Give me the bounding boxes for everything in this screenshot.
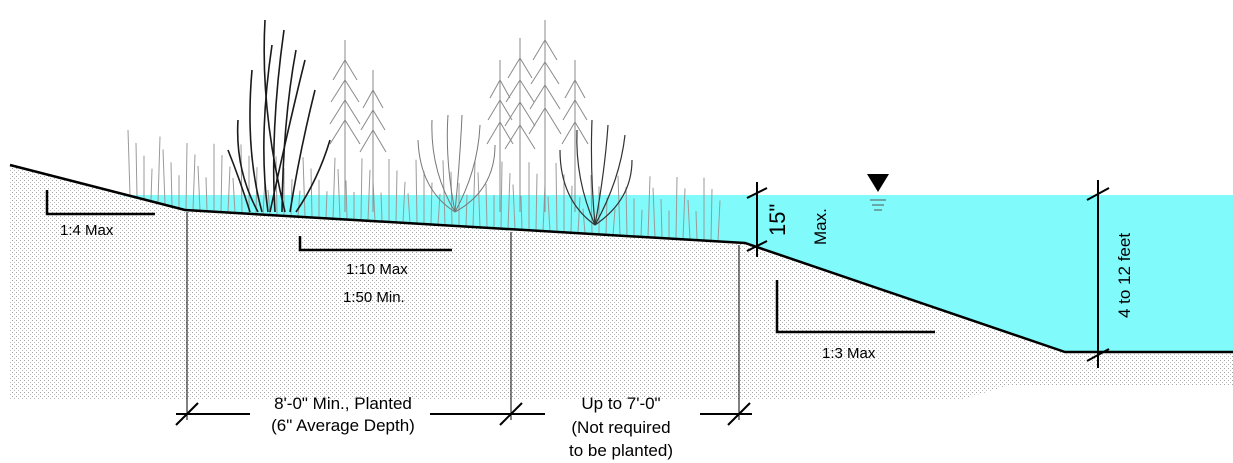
shelf-slope-max-label: 1:10 Max: [346, 261, 408, 278]
width-dimension-line: [175, 402, 752, 426]
water-surface-symbol: [867, 174, 889, 211]
shelf-depth-qualifier: Max.: [811, 208, 830, 245]
bank-slope-label: 1:4 Max: [60, 222, 114, 239]
fern-plants: [329, 20, 589, 212]
pond-slope-label: 1:3 Max: [822, 345, 876, 362]
shelf-slope-indicator: [298, 236, 452, 252]
pond-depth-dimension: [1086, 180, 1110, 368]
shrub-left: [417, 114, 496, 213]
shelf-slope-min-label: 1:50 Min.: [343, 289, 405, 306]
shelf-depth-label: 15": [765, 204, 790, 236]
unplanted-width-label-3: to be planted): [569, 441, 673, 460]
pond-slope-indicator: [775, 280, 935, 334]
unplanted-width-label-2: (Not required: [571, 418, 670, 437]
bank-slope-indicator: [45, 190, 155, 216]
pond-depth-label: 4 to 12 feet: [1115, 233, 1134, 318]
unplanted-width-label-1: Up to 7'-0": [581, 394, 660, 413]
shelf-depth-dimension: [746, 182, 768, 257]
shrub-right: [559, 119, 633, 226]
tall-reeds: [227, 19, 331, 213]
extension-lines: [186, 212, 740, 420]
planted-width-label-2: (6" Average Depth): [271, 416, 415, 435]
water-fill: [120, 195, 1233, 352]
ground-profile-line: [9, 163, 1233, 354]
planted-width-label-1: 8'-0" Min., Planted: [274, 394, 412, 413]
soil-fill: [10, 165, 1233, 400]
